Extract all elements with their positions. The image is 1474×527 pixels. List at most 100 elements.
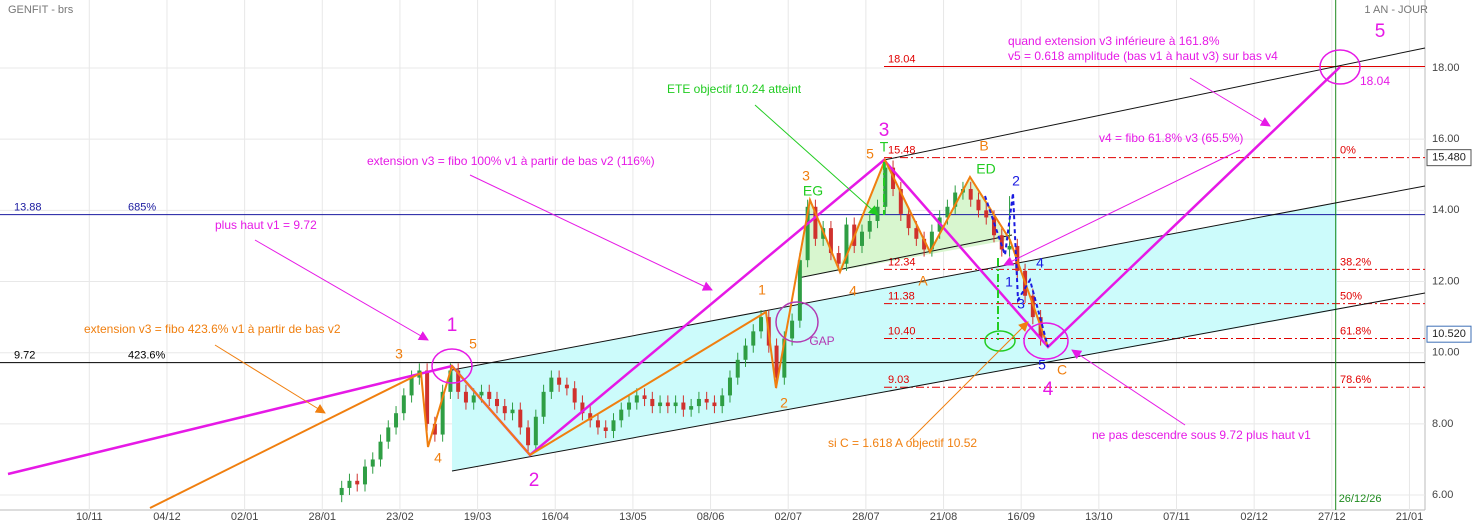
- level-pct: 61.8%: [1340, 325, 1371, 337]
- candle-body: [797, 260, 802, 321]
- arrow: [754, 104, 879, 216]
- arrow: [214, 344, 326, 414]
- candle-body: [394, 413, 399, 428]
- x-tick-label: 02/07: [774, 511, 802, 523]
- wave-label: 4: [1036, 255, 1044, 271]
- candle-body: [347, 480, 352, 488]
- x-tick-label: 02/12: [1240, 511, 1268, 523]
- candle-body: [976, 199, 981, 211]
- wave-label: 4: [434, 450, 442, 466]
- timeframe: 1 AN - JOUR: [1364, 4, 1428, 16]
- level-label: 10.40: [888, 325, 916, 337]
- x-tick-label: 16/04: [541, 511, 569, 523]
- candle-body: [992, 217, 997, 236]
- candle-body: [727, 377, 732, 396]
- candle-body: [774, 345, 779, 378]
- candle-body: [665, 402, 670, 407]
- x-tick-label: 13/10: [1085, 511, 1113, 523]
- candle-body: [805, 206, 810, 261]
- note: plus haut v1 = 9.72: [215, 218, 317, 232]
- wave-label: 3: [1017, 296, 1025, 312]
- channel-line: [451, 292, 1426, 472]
- x-tick-label: 10/11: [76, 511, 103, 523]
- circle: [1023, 322, 1069, 360]
- candle-body: [720, 395, 725, 407]
- candle-body: [642, 395, 647, 399]
- level-label: 13.88: [14, 202, 42, 214]
- candle-body: [681, 402, 686, 410]
- note: ne pas descendre sous 9.72 plus haut v1: [1092, 428, 1311, 442]
- x-tick-label: 21/01: [1396, 511, 1424, 523]
- x-tick-label: 19/03: [464, 511, 492, 523]
- price-tags: 15.480 10.520: [1426, 149, 1472, 343]
- x-tick-label: 16/09: [1007, 511, 1035, 523]
- candle-body: [526, 427, 531, 446]
- wave-label: 5: [1038, 357, 1046, 373]
- candle-body: [968, 188, 973, 200]
- level-label: 9.03: [888, 374, 909, 386]
- candle-body: [378, 441, 383, 460]
- wave-label: C: [1057, 362, 1067, 378]
- candle-body: [510, 409, 515, 414]
- note: extension v3 = fibo 423.6% v1 à partir d…: [84, 322, 341, 336]
- wave-label: 2: [780, 395, 788, 411]
- candle-body: [339, 487, 344, 496]
- chart-title: GENFIT - brs: [8, 4, 74, 16]
- wave-label: 1: [1005, 274, 1013, 290]
- candle-body: [425, 370, 430, 424]
- candle-body: [828, 228, 833, 254]
- candle-body: [549, 377, 554, 392]
- candle-body: [704, 398, 709, 403]
- candle-body: [673, 402, 678, 407]
- channel-fill: [452, 203, 1337, 471]
- y-tick-label: 6.00: [1432, 489, 1453, 501]
- wave-label: 3: [802, 168, 810, 184]
- channel-line: [883, 47, 1426, 161]
- candle-body: [440, 391, 445, 435]
- circle: [1319, 49, 1361, 85]
- candle-body: [479, 391, 484, 396]
- level-pct: 50%: [1340, 290, 1362, 302]
- candle-body: [883, 167, 888, 207]
- circle: [431, 348, 473, 384]
- candle-body: [836, 253, 841, 264]
- candle-body: [914, 228, 919, 239]
- candle-body: [495, 398, 500, 407]
- wave-label: 5: [1375, 21, 1386, 42]
- arrow: [1189, 77, 1271, 127]
- candle-body: [448, 370, 453, 392]
- circle: [984, 330, 1016, 352]
- note: v4 = fibo 61.8% v3 (65.5%): [1099, 131, 1243, 145]
- level-label: 18.04: [888, 53, 916, 65]
- candle-body: [401, 395, 406, 414]
- wave-label: 4: [1043, 379, 1054, 400]
- minor-wave: [149, 157, 1049, 509]
- level-pct: 423.6%: [128, 350, 166, 362]
- y-tick-label: 18.00: [1432, 62, 1460, 74]
- pattern-label: ED: [976, 161, 995, 177]
- candle-body: [370, 459, 375, 467]
- wave-label: 4: [849, 283, 857, 299]
- note: v5 = 0.618 amplitude (bas v1 à haut v3) …: [1008, 49, 1278, 63]
- candle-body: [502, 406, 507, 414]
- y-tick-label: 16.00: [1432, 133, 1460, 145]
- arrow: [1071, 349, 1186, 426]
- pattern-label: EG: [803, 183, 823, 199]
- note: quand extension v3 inférieure à 161.8%: [1008, 34, 1220, 48]
- candle-body: [743, 345, 748, 360]
- candle-body: [922, 238, 927, 250]
- level-pct: 38.2%: [1340, 256, 1371, 268]
- candle-body: [929, 231, 934, 250]
- candle-body: [844, 224, 849, 264]
- candle-body: [595, 420, 600, 428]
- candle-body: [463, 391, 468, 403]
- wave-label: 2: [529, 470, 540, 491]
- candle-body: [782, 338, 787, 378]
- price-tag: [1426, 325, 1472, 343]
- level-label: 11.38: [888, 290, 915, 302]
- trend-lines: [451, 47, 1426, 472]
- level-label: 15.48: [888, 145, 916, 157]
- candle-body: [984, 210, 989, 218]
